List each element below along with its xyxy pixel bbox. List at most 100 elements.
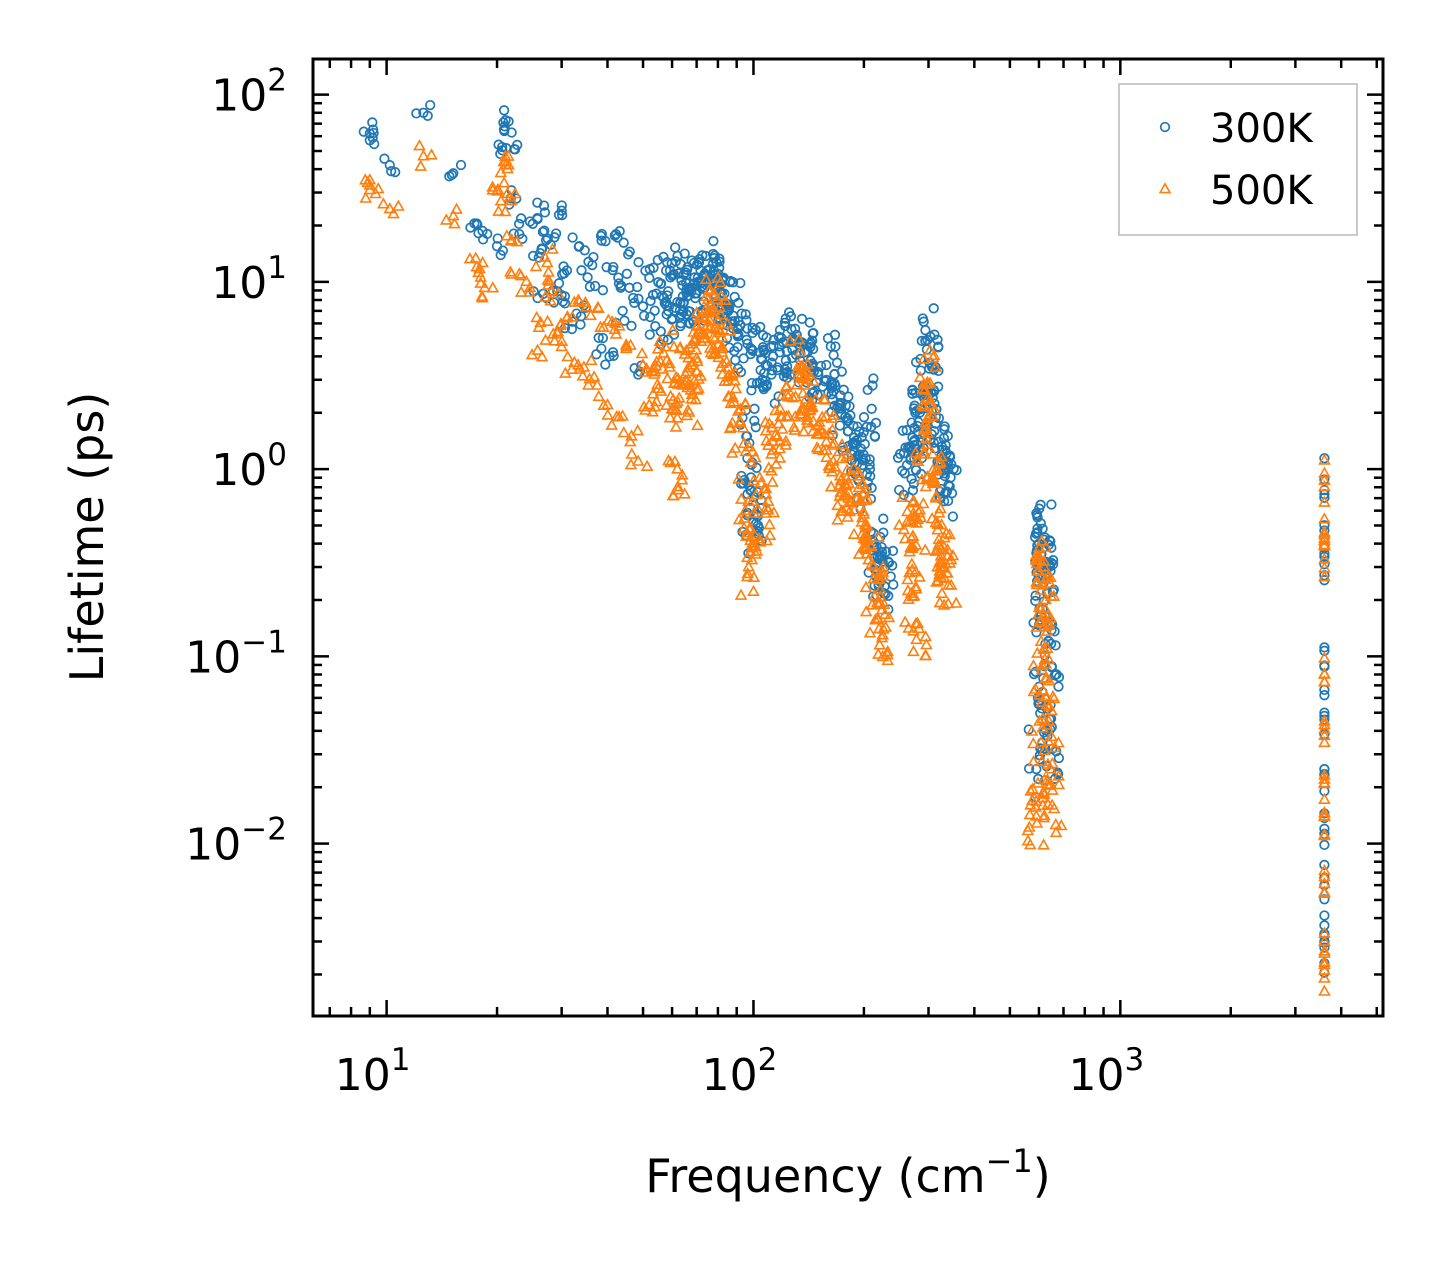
- data-point: [830, 341, 841, 352]
- data-point: [809, 392, 823, 405]
- data-point: [486, 183, 499, 195]
- legend-entry-300K: 300K: [1159, 106, 1314, 152]
- data-point: [711, 322, 725, 334]
- data-point: [831, 498, 844, 511]
- data-point: [1037, 560, 1051, 572]
- data-point: [635, 346, 649, 359]
- data-point: [1318, 473, 1331, 485]
- data-point: [699, 272, 713, 285]
- data-point: [367, 117, 378, 128]
- data-point: [671, 462, 684, 474]
- data-point: [666, 489, 680, 501]
- data-point: [917, 352, 931, 364]
- data-point: [1038, 808, 1051, 821]
- data-point: [933, 596, 947, 608]
- data-point: [747, 327, 758, 339]
- data-point: [723, 324, 737, 336]
- data-point: [721, 332, 733, 344]
- data-point: [413, 139, 426, 151]
- data-point: [596, 343, 607, 354]
- data-point: [727, 395, 741, 407]
- data-point: [1045, 729, 1058, 742]
- data-point: [1037, 554, 1051, 566]
- data-point: [673, 342, 687, 354]
- data-point: [576, 265, 587, 276]
- data-point: [691, 418, 704, 431]
- data-point: [1035, 754, 1049, 767]
- data-point: [1318, 827, 1331, 840]
- data-point: [390, 166, 401, 178]
- data-point: [698, 311, 711, 323]
- data-point: [753, 522, 765, 534]
- data-point: [752, 532, 766, 544]
- data-point: [860, 547, 874, 559]
- data-point: [556, 200, 567, 211]
- data-point: [664, 301, 675, 312]
- data-point: [661, 372, 674, 384]
- y-tick-labels: 102 101 100 10−1 10−2: [185, 63, 287, 871]
- data-point: [819, 409, 833, 422]
- data-point: [706, 330, 720, 342]
- data-point: [514, 269, 528, 281]
- data-point: [576, 369, 590, 381]
- data-point: [691, 354, 704, 367]
- data-point: [1038, 642, 1051, 655]
- data-point: [923, 376, 937, 388]
- data-point: [773, 451, 787, 463]
- legend-marker: [1159, 121, 1171, 133]
- data-point: [499, 121, 510, 132]
- data-point: [797, 425, 811, 437]
- data-point: [796, 337, 808, 348]
- data-point: [1318, 870, 1331, 882]
- data-point: [831, 513, 844, 525]
- data-point: [928, 402, 941, 415]
- data-point: [786, 324, 797, 335]
- data-point: [735, 277, 746, 289]
- data-point: [918, 543, 932, 555]
- data-point: [1318, 527, 1331, 539]
- data-point: [584, 281, 596, 292]
- data-point: [509, 143, 520, 155]
- data-point: [1318, 570, 1331, 582]
- data-point: [775, 389, 789, 401]
- data-point: [663, 356, 676, 369]
- data-point: [845, 469, 859, 481]
- data-point: [628, 292, 639, 304]
- data-point: [1037, 620, 1051, 632]
- data-point: [664, 455, 677, 468]
- data-point: [368, 127, 379, 139]
- data-point: [732, 331, 743, 342]
- data-point: [1042, 616, 1056, 629]
- data-point: [675, 473, 689, 485]
- data-point: [1046, 756, 1059, 769]
- data-point: [647, 367, 661, 379]
- data-point: [486, 180, 499, 192]
- data-point: [555, 334, 569, 347]
- data-point: [909, 580, 923, 592]
- data-point: [876, 560, 890, 572]
- data-point: [556, 205, 567, 216]
- data-point: [918, 445, 931, 457]
- data-point: [708, 235, 719, 247]
- data-point: [1036, 721, 1049, 733]
- data-point: [931, 543, 945, 555]
- data-point: [472, 219, 483, 230]
- data-point: [861, 519, 874, 531]
- data-point: [1041, 773, 1054, 785]
- data-point: [1039, 672, 1052, 684]
- data-point: [529, 259, 543, 272]
- data-point: [536, 243, 547, 254]
- data-point: [796, 371, 809, 384]
- data-point: [1030, 528, 1042, 539]
- data-point: [910, 407, 921, 418]
- x-axis-label: Frequency (cm−1): [645, 1142, 1050, 1203]
- data-point: [601, 408, 615, 420]
- data-point: [688, 331, 702, 343]
- data-point: [463, 252, 477, 264]
- data-point: [1030, 666, 1041, 677]
- data-point: [898, 489, 909, 501]
- data-point: [876, 649, 890, 662]
- data-point: [817, 443, 830, 456]
- data-point: [1027, 684, 1040, 697]
- legend-label: 500K: [1210, 168, 1314, 214]
